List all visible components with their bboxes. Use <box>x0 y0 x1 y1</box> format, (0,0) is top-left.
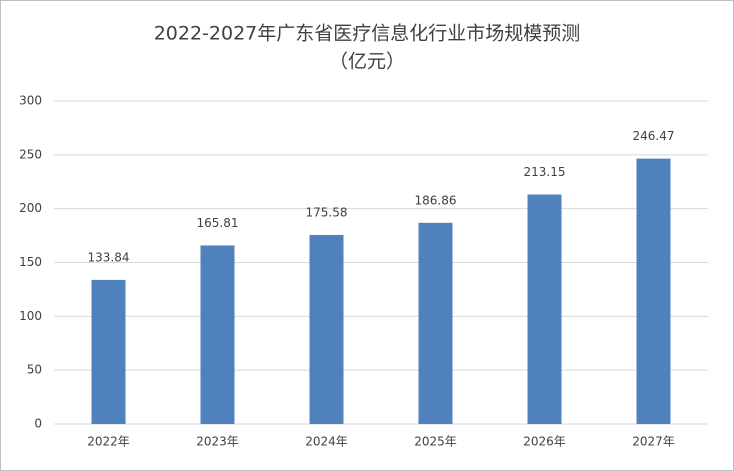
chart-title: 2022-2027年广东省医疗信息化行业市场规模预测 <box>154 23 581 45</box>
x-tick-label: 2024年 <box>305 435 348 449</box>
chart-subtitle: （亿元） <box>329 51 405 73</box>
bar <box>91 279 126 424</box>
data-label: 213.15 <box>524 165 566 179</box>
y-tick-label: 0 <box>34 417 42 431</box>
data-label: 165.81 <box>197 216 239 230</box>
bar <box>636 158 671 424</box>
bar <box>200 245 235 424</box>
data-label: 246.47 <box>633 129 675 143</box>
bar <box>418 222 453 424</box>
y-tick-label: 150 <box>19 255 42 269</box>
x-tick-label: 2026年 <box>523 435 566 449</box>
x-tick-label: 2023年 <box>196 435 239 449</box>
x-tick-label: 2025年 <box>414 435 457 449</box>
y-tick-label: 200 <box>19 201 42 215</box>
bar <box>527 194 562 424</box>
data-label: 186.86 <box>415 193 457 207</box>
bar <box>309 234 344 424</box>
y-tick-label: 50 <box>27 363 42 377</box>
data-label: 175.58 <box>306 205 348 219</box>
y-tick-label: 100 <box>19 309 42 323</box>
data-label: 133.84 <box>88 250 130 264</box>
x-tick-label: 2022年 <box>87 435 130 449</box>
y-tick-label: 300 <box>19 94 42 108</box>
y-tick-label: 250 <box>19 147 42 161</box>
x-tick-label: 2027年 <box>632 435 675 449</box>
